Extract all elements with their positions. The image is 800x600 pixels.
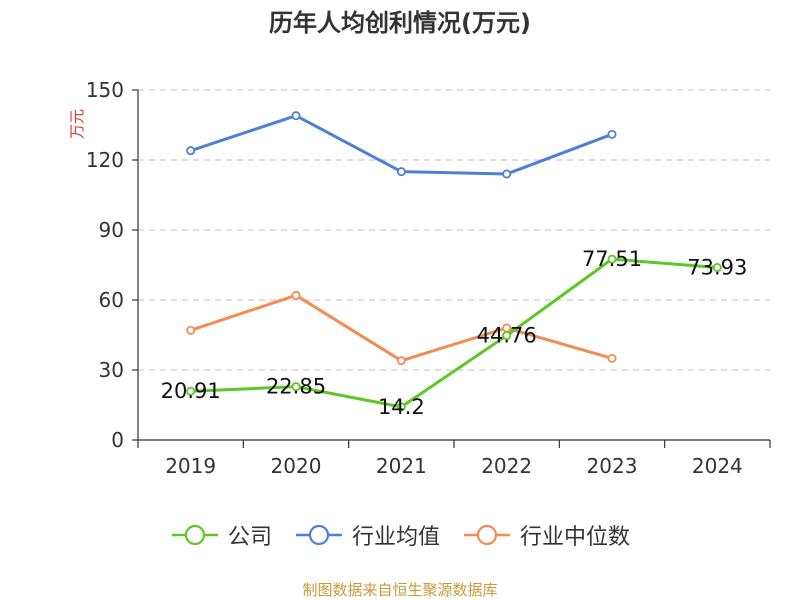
series [186,111,722,412]
source-note: 制图数据来自恒生聚源数据库 [302,581,498,599]
y-tick-label: 0 [111,428,124,452]
x-tick-label: 2024 [692,454,743,478]
legend-item[interactable]: 公司 [170,519,272,551]
data-label: 77.51 [582,247,642,271]
series-line [190,257,718,409]
grid-lines [138,89,770,371]
legend-line-circle-icon [295,524,342,546]
data-point [607,129,617,139]
x-tick-label: 2022 [481,454,532,478]
x-tick-label: 2020 [271,454,322,478]
data-point [291,111,301,121]
data-point [396,402,406,412]
y-tick-label: 90 [99,218,124,242]
legend-label: 行业中位数 [520,525,631,550]
y-tick-label: 120 [86,148,124,172]
y-tick-label: 30 [99,358,124,382]
y-tick-label: 150 [86,78,124,102]
x-tick-label: 2019 [165,454,216,478]
data-point [502,169,512,179]
series-line [190,114,613,176]
legend-line-circle-icon [171,524,218,546]
data-point [291,290,301,300]
data-label: 44.76 [477,324,537,348]
data-point [186,386,196,396]
data-point [712,262,722,272]
x-tick-label: 2021 [376,454,427,478]
y-axis-label: 万元 [68,109,86,139]
chart-title: 历年人均创利情况(万元) [269,9,531,37]
data-point [502,331,512,341]
data-point [396,356,406,366]
data-point [607,254,617,264]
data-label: 20.91 [161,379,221,403]
y-tick-label: 60 [99,288,124,312]
legend-line-circle-icon [464,524,510,546]
data-point [396,167,406,177]
data-label: 14.2 [378,395,425,419]
data-point [186,146,196,156]
x-tick-label: 2023 [587,454,638,478]
legend: 公司 行业均值 行业中位数 [0,519,800,551]
data-label: 22.85 [266,375,326,399]
legend-label: 公司 [227,525,272,550]
axes: 0 30 60 90 120 150 2019 2020 2021 2022 2023 2024 万元 [68,78,771,478]
data-point [291,382,301,392]
data-point [607,353,617,363]
data-point [186,325,196,335]
data-labels: 20.91 22.85 14.2 44.76 77.51 73.93 [161,247,748,419]
legend-item[interactable]: 行业中位数 [462,519,630,551]
legend-label: 行业均值 [351,525,440,550]
data-label: 73.93 [687,255,747,279]
legend-item[interactable]: 行业均值 [294,519,440,551]
